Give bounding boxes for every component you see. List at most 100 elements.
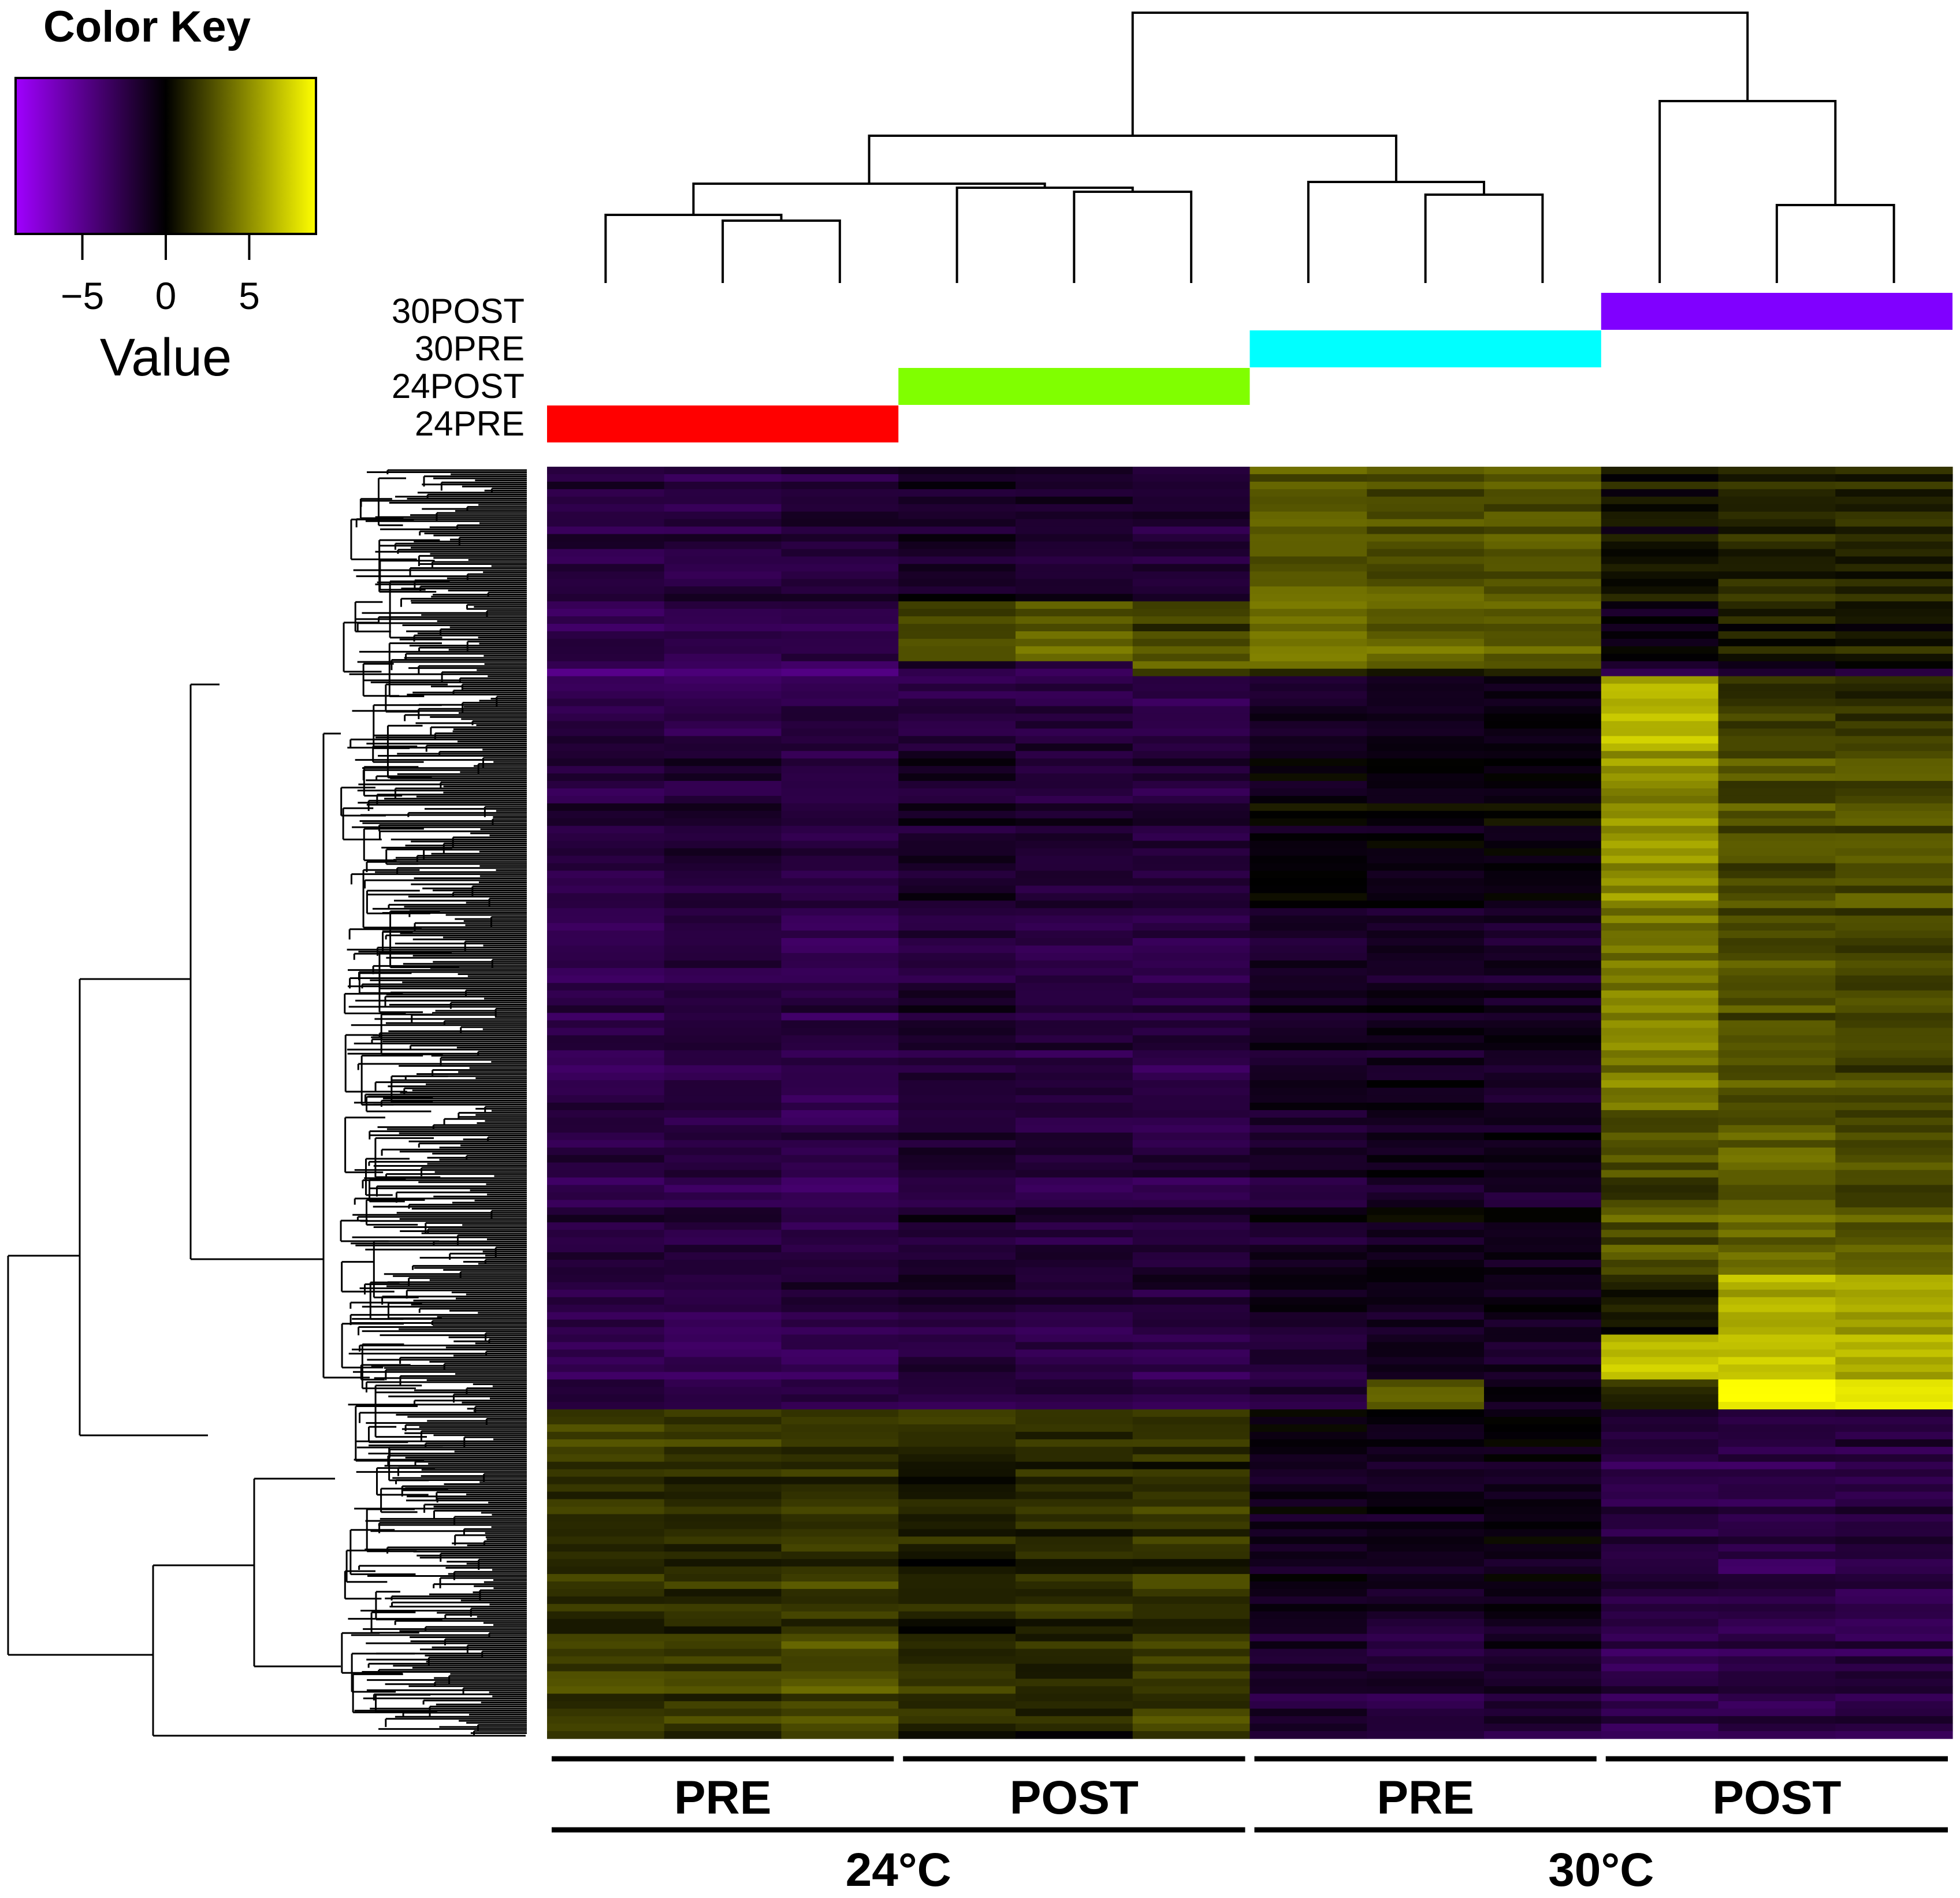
heatmap-cell — [1016, 900, 1133, 909]
heatmap-cell — [547, 1372, 665, 1380]
heatmap-cell — [1484, 467, 1602, 475]
heatmap-cell — [547, 653, 665, 662]
condition-label: POST — [1010, 1772, 1139, 1824]
heatmap-cell — [1484, 878, 1602, 886]
heatmap-cell — [1484, 564, 1602, 572]
heatmap-cell — [1016, 1686, 1133, 1694]
heatmap-cell — [781, 1536, 899, 1545]
heatmap-cell — [1601, 1461, 1719, 1470]
heatmap-cell — [1835, 1028, 1953, 1036]
heatmap-cell — [1835, 773, 1953, 781]
heatmap-cell — [1484, 1312, 1602, 1320]
heatmap-cell — [664, 519, 782, 527]
heatmap-cell — [1601, 1274, 1719, 1283]
heatmap-cell — [1601, 781, 1719, 789]
heatmap-cell — [1718, 1499, 1836, 1508]
heatmap-cell — [547, 893, 665, 901]
heatmap-cell — [898, 481, 1016, 490]
heatmap-cell — [1367, 938, 1485, 946]
heatmap-cell — [1132, 571, 1251, 579]
heatmap-cell — [781, 1103, 899, 1111]
heatmap-cell — [1718, 1731, 1836, 1739]
heatmap-cell — [898, 1603, 1016, 1612]
heatmap-cell — [1718, 571, 1836, 579]
heatmap-cell — [1718, 900, 1836, 909]
heatmap-cell — [1132, 1671, 1251, 1679]
heatmap-cell — [1484, 504, 1602, 512]
heatmap-cell — [547, 1387, 665, 1395]
heatmap-cell — [1016, 1499, 1133, 1508]
heatmap-cell — [1367, 1065, 1485, 1073]
heatmap-cell — [898, 1095, 1016, 1103]
heatmap-cell — [1016, 758, 1133, 766]
heatmap-cell — [547, 1514, 665, 1522]
heatmap-cell — [1132, 1679, 1251, 1687]
heatmap-cell — [664, 1446, 782, 1455]
heatmap-cell — [1016, 1252, 1133, 1260]
heatmap-cell — [1484, 1618, 1602, 1627]
heatmap-cell — [781, 960, 899, 969]
heatmap-cell — [781, 1237, 899, 1245]
heatmap-cell — [781, 1230, 899, 1238]
heatmap-cell — [1484, 683, 1602, 692]
heatmap-cell — [1835, 1409, 1953, 1417]
heatmap-cell — [1132, 743, 1251, 751]
heatmap-cell — [1601, 758, 1719, 766]
heatmap-cell — [1484, 1252, 1602, 1260]
heatmap-cell — [898, 1274, 1016, 1283]
heatmap-cell — [781, 945, 899, 954]
heatmap-cell — [547, 781, 665, 789]
heatmap-cell — [1367, 818, 1485, 827]
heatmap-cell — [1718, 1260, 1836, 1268]
heatmap-cell — [1601, 751, 1719, 759]
heatmap-cell — [664, 698, 782, 707]
heatmap-cell — [547, 938, 665, 946]
heatmap-cell — [1016, 863, 1133, 872]
heatmap-cell — [898, 1177, 1016, 1186]
heatmap-cell — [1249, 1536, 1367, 1545]
heatmap-cell — [1484, 1222, 1602, 1230]
heatmap-cell — [1016, 773, 1133, 781]
heatmap-cell — [1484, 1215, 1602, 1223]
heatmap-cell — [898, 758, 1016, 766]
heatmap-cell — [898, 1080, 1016, 1088]
heatmap-cell — [1835, 1402, 1953, 1410]
heatmap-cell — [1484, 900, 1602, 909]
heatmap-cell — [664, 1611, 782, 1620]
heatmap-cell — [1601, 1671, 1719, 1679]
heatmap-cell — [547, 691, 665, 699]
heatmap-cell — [1601, 1110, 1719, 1118]
heatmap-cell — [898, 594, 1016, 602]
heatmap-cell — [1601, 1334, 1719, 1343]
heatmap-cell — [1016, 923, 1133, 931]
heatmap-cell — [781, 631, 899, 639]
heatmap-cell — [1132, 496, 1251, 505]
heatmap-cell — [1249, 1387, 1367, 1395]
heatmap-cell — [1132, 1155, 1251, 1163]
heatmap-cell — [781, 1701, 899, 1709]
heatmap-cell — [1132, 586, 1251, 594]
heatmap-cell — [1132, 1177, 1251, 1186]
heatmap-cell — [547, 1476, 665, 1485]
heatmap-cell — [664, 1656, 782, 1665]
heatmap-cell — [1132, 810, 1251, 819]
heatmap-cell — [1016, 1566, 1133, 1575]
heatmap-cell — [547, 1110, 665, 1118]
heatmap-cell — [1718, 519, 1836, 527]
heatmap-cell — [1718, 810, 1836, 819]
heatmap-cell — [1484, 863, 1602, 872]
heatmap-cell — [547, 945, 665, 954]
heatmap-cell — [1249, 1028, 1367, 1036]
heatmap-cell — [781, 721, 899, 729]
heatmap-cell — [1132, 1162, 1251, 1171]
heatmap-cell — [781, 885, 899, 894]
heatmap-cell — [781, 833, 899, 842]
heatmap-cell — [664, 691, 782, 699]
heatmap-cell — [1835, 998, 1953, 1006]
heatmap-cell — [781, 661, 899, 669]
heatmap-cell — [898, 1110, 1016, 1118]
heatmap-cell — [781, 1304, 899, 1313]
heatmap-cell — [1249, 1207, 1367, 1215]
heatmap-cell — [547, 504, 665, 512]
heatmap-cell — [547, 1626, 665, 1635]
